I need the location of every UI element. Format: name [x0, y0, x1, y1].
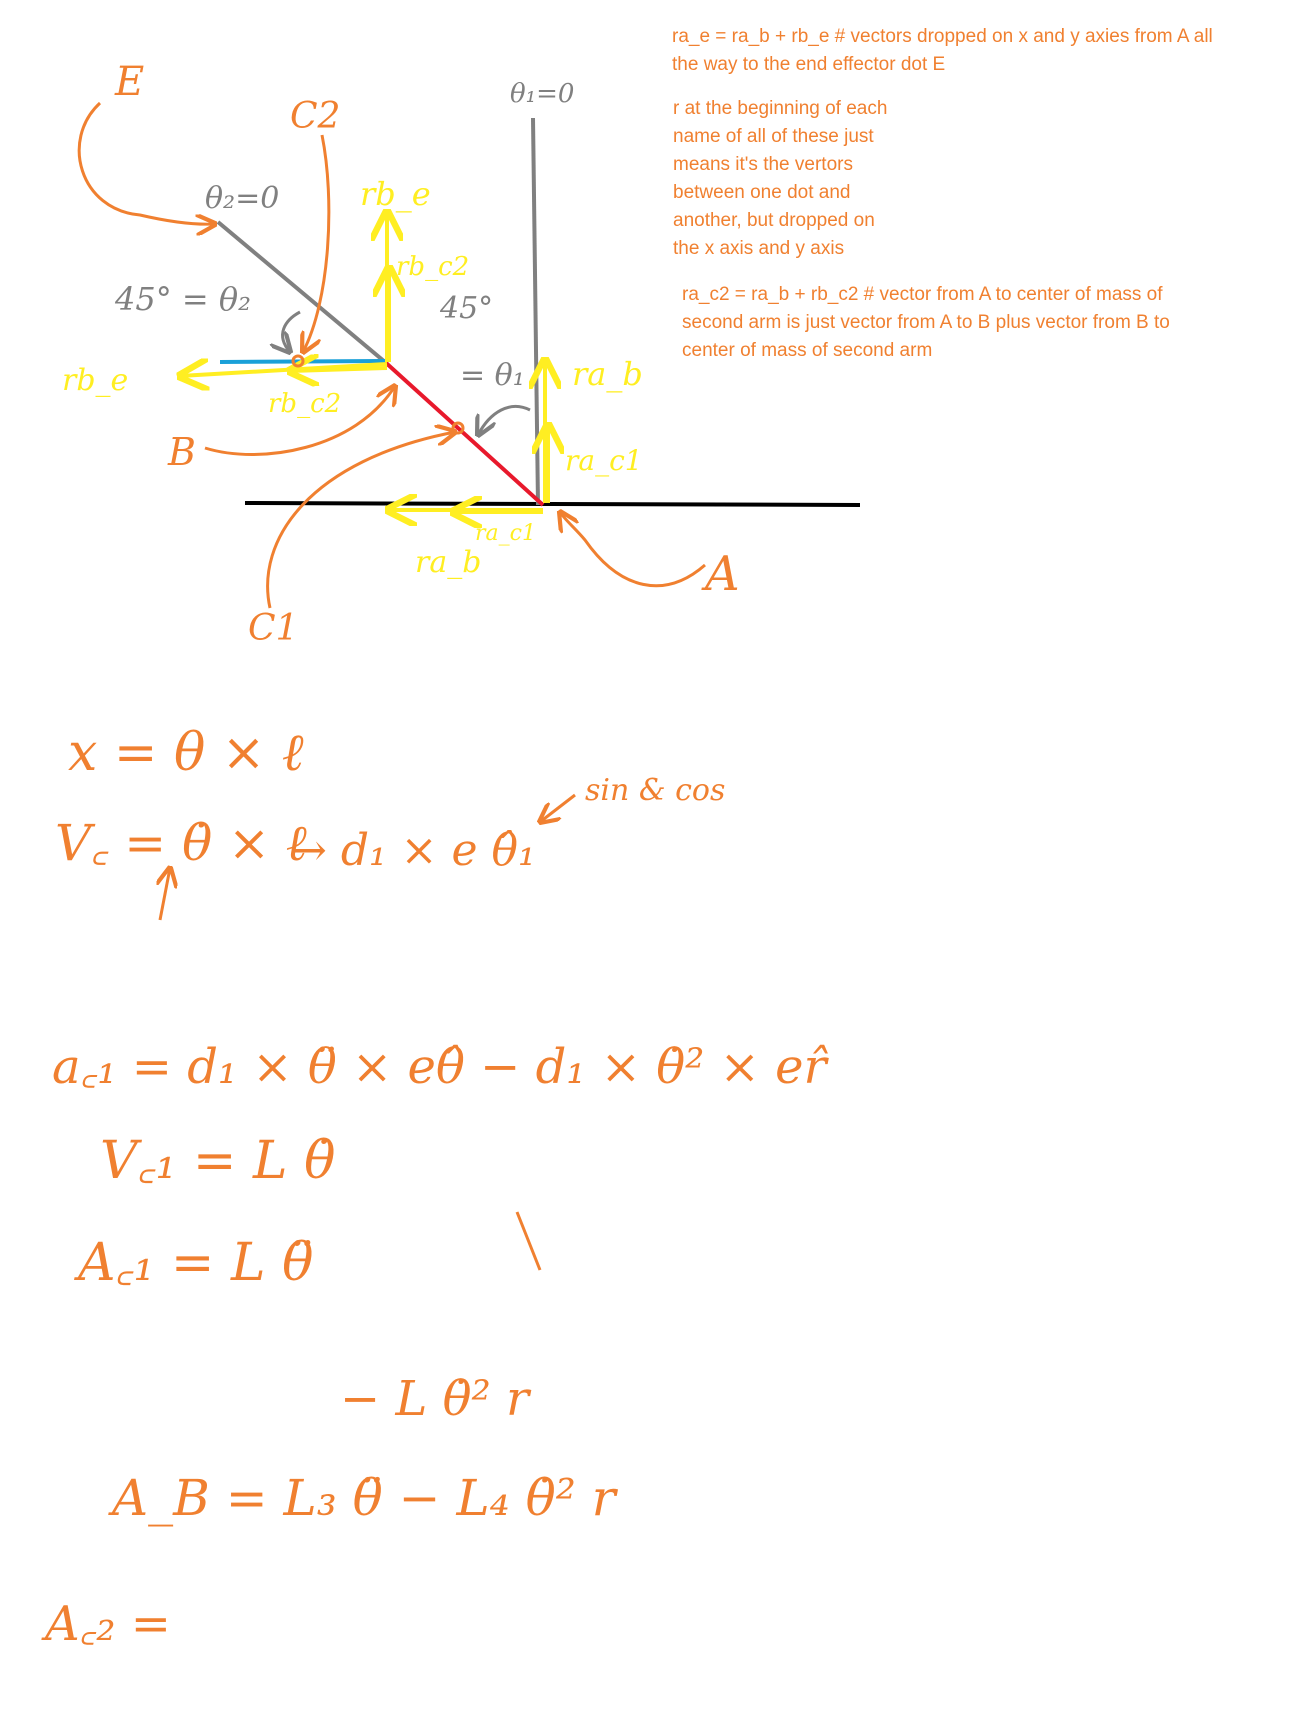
label-rb-c2-left: rb_c2 — [268, 389, 341, 419]
note-line: name of all of these just — [673, 126, 874, 147]
note-line: r at the beginning of each — [673, 98, 887, 119]
label-ra-b-left: ra_b — [415, 545, 481, 580]
note-line: the way to the end effector dot E — [672, 54, 945, 75]
label-theta1-deg: 45° — [439, 291, 493, 326]
label-ra-b-up: ra_b — [572, 355, 643, 393]
vector-rb-c2-left — [290, 368, 388, 371]
center-of-mass-c2-dot — [291, 354, 305, 368]
note-line: another, but dropped on — [673, 210, 875, 231]
equation-ac1: a꜀₁ = d₁ × θ̈ × eθ̂ − d₁ × θ̇² × er̂ — [52, 1039, 830, 1095]
label-rb-e-up: rb_e — [360, 175, 431, 213]
pointer-c1 — [266, 432, 455, 609]
label-e: E — [114, 59, 144, 105]
stray-mark — [515, 1211, 542, 1271]
equations: x = θ × ℓ V꜀ = θ̇ × ℓ → d₁ × e θ̂₁ sin &… — [41, 723, 830, 1652]
arm-1 — [383, 360, 545, 507]
note-line: means it's the vertors — [673, 154, 853, 175]
label-theta2-zero: θ₂=0 — [205, 181, 279, 216]
label-ra-c1-up: ra_c1 — [565, 444, 643, 477]
note-line: between one dot and — [673, 182, 851, 203]
note-ra-c2: ra_c2 = ra_b + rb_c2 # vector from A to … — [682, 284, 1170, 361]
equation-x: x = θ × ℓ — [68, 723, 304, 783]
pointer-c2 — [303, 134, 331, 352]
label-ra-c1-left: ra_c1 — [475, 521, 536, 546]
note-line: ra_e = ra_b + rb_e # vectors dropped on … — [672, 26, 1213, 47]
theta2-angle-arrow — [283, 310, 301, 352]
theta1-angle-arrow — [478, 404, 531, 435]
theta1-reference-line — [531, 117, 540, 506]
label-c2: C2 — [290, 96, 340, 137]
pointer-eq2 — [160, 868, 170, 921]
label-a: A — [701, 546, 740, 602]
ground-line — [244, 501, 861, 507]
label-theta2-value: 45° = θ₂ — [114, 280, 251, 318]
equation-ac1-tangential: A꜀₁ = L θ̈ — [74, 1233, 313, 1293]
label-c1: C1 — [248, 608, 298, 649]
pointer-eq2-sin — [540, 793, 576, 822]
pointer-e — [77, 101, 215, 224]
label-rb-e-left: rb_e — [62, 363, 128, 398]
equation-sin-cos: sin & cos — [585, 773, 725, 808]
note-line: ra_c2 = ra_b + rb_c2 # vector from A to … — [682, 284, 1163, 305]
pointer-a — [560, 512, 706, 588]
label-theta1-zero: θ₁=0 — [510, 79, 574, 109]
note-r-prefix: r at the beginning of each name of all o… — [673, 98, 887, 259]
equation-ac1-radial: − L θ̇² r — [340, 1371, 532, 1427]
vector-rb-e-left — [180, 364, 388, 376]
equation-ab: A_B = L₃ θ̈ − L₄ θ̇² r — [108, 1469, 619, 1527]
label-theta1-eq: = θ₁ — [460, 358, 525, 393]
equation-ac2: A꜀₂ = — [41, 1596, 171, 1652]
note-line: the x axis and y axis — [673, 238, 844, 259]
note-ra-e: ra_e = ra_b + rb_e # vectors dropped on … — [672, 26, 1213, 75]
equation-vc: V꜀ = θ̇ × ℓ — [55, 814, 307, 872]
note-line: center of mass of second arm — [682, 340, 932, 361]
note-line: second arm is just vector from A to B pl… — [682, 312, 1170, 333]
equation-vc-direction: → d₁ × e θ̂₁ — [290, 825, 536, 876]
label-b: B — [167, 430, 196, 474]
label-rb-c2-up: rb_c2 — [396, 252, 469, 282]
theta2-reference-line — [216, 220, 387, 364]
equation-vc1: V꜀₁ = L θ̇ — [100, 1131, 335, 1191]
pointer-b — [204, 386, 395, 456]
